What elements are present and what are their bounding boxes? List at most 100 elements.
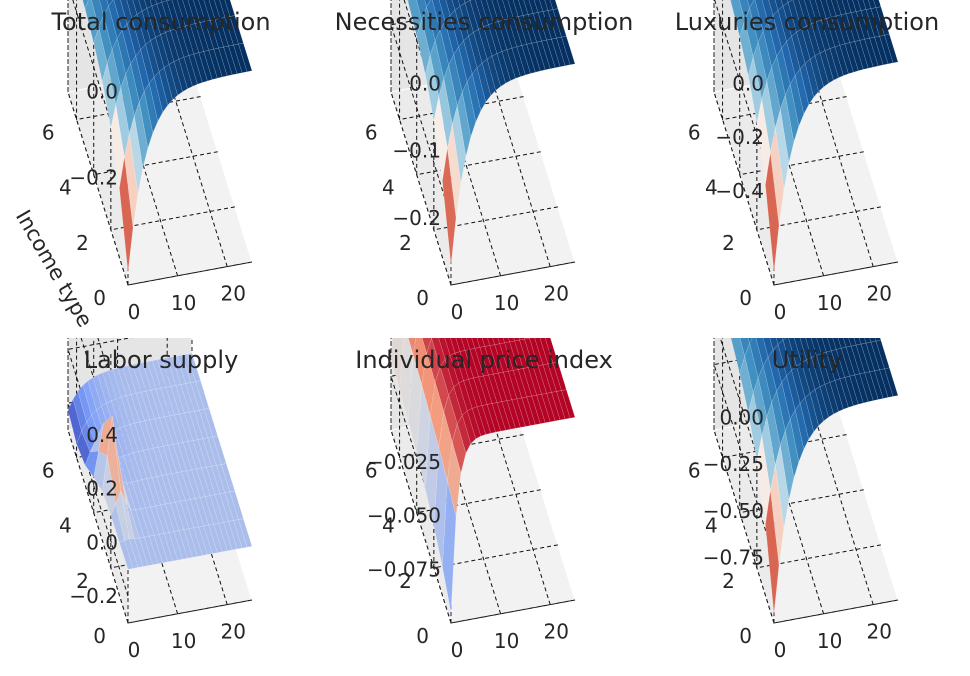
subplot-canvas-4: Labor supply 0 10 20 0 2 4 6 0.4 0.2 0.0 −0.2 [42, 338, 253, 662]
surface-cell [771, 55, 786, 111]
surface-cell [874, 338, 882, 342]
surface-cell [124, 538, 139, 569]
surface-cell [228, 520, 243, 550]
z-tick-label: −0.2 [715, 125, 764, 149]
y-tick-label: 0 [93, 286, 106, 310]
surface-cell [844, 375, 859, 407]
surface-cell [814, 52, 829, 88]
surface-cell [501, 400, 516, 430]
z-tick-label: 0.0 [732, 71, 764, 95]
surface-cell [233, 519, 248, 549]
surface-cell [457, 414, 472, 454]
surface-cell [816, 338, 827, 354]
surface-cell [781, 0, 789, 7]
surface-cell [730, 338, 732, 340]
y-tick-label: 2 [722, 569, 735, 593]
subplot-canvas-5: Individual price index 0 10 20 0 2 4 6−0.025 −0.… [355, 338, 613, 662]
surface-cell [481, 404, 496, 434]
y-tick-label: 0 [93, 624, 106, 648]
y-tick-label: 4 [59, 514, 72, 538]
y-tick-label: 0 [416, 624, 429, 648]
surface-cell [765, 152, 780, 272]
surface-cell [476, 62, 491, 103]
surface-cell [198, 51, 213, 82]
surface-cell [111, 398, 126, 429]
surface-cell [481, 58, 496, 96]
surface-cell [546, 38, 561, 69]
surface-cell [502, 338, 510, 344]
surface-cell [218, 46, 233, 77]
surface-cell [513, 338, 520, 342]
z-tick-label: 0.2 [86, 477, 118, 501]
surface-cell [193, 526, 208, 556]
surface-cell [166, 0, 171, 2]
surface-cell [843, 338, 852, 348]
surface-cell [841, 0, 852, 14]
surface-cell [476, 338, 486, 348]
surface-cell [804, 58, 819, 98]
subplot-title: Labor supply [84, 346, 239, 374]
surface-cell [442, 480, 457, 613]
z-tick-label: −0.050 [367, 504, 441, 528]
surface-cell [448, 386, 463, 425]
surface-cell [193, 52, 208, 83]
surface-cell [224, 0, 236, 17]
y-tick-label: 6 [365, 459, 378, 483]
z-tick-label: −0.4 [715, 179, 764, 203]
surface-cell [223, 521, 238, 551]
surface-cell [799, 62, 814, 106]
z-tick-label: 0.0 [86, 80, 118, 104]
x-tick-label: 20 [220, 282, 245, 306]
surface-cell [198, 525, 213, 555]
surface [67, 353, 253, 570]
surface-cell [533, 0, 544, 13]
surface-cell [780, 430, 795, 500]
surface-cell [747, 338, 753, 344]
surface-cell [766, 401, 781, 466]
surface-cell [730, 0, 733, 4]
y-tick-label: 0 [416, 286, 429, 310]
y-tick-label: 0 [739, 286, 752, 310]
surface-cell [508, 338, 515, 343]
x-tick-label: 10 [494, 291, 519, 315]
surface [82, 0, 253, 273]
surface [730, 338, 899, 614]
y-tick-label: 6 [688, 459, 701, 483]
z-tick-label: −0.025 [367, 450, 441, 474]
surface-cell [869, 370, 884, 400]
surface-cell [869, 338, 877, 343]
axis-edge [713, 91, 775, 286]
surface-cell [821, 18, 836, 49]
surface-cell [189, 498, 204, 528]
surface-cell [804, 392, 819, 433]
x-tick-label: 0 [451, 300, 464, 324]
surface-cell [447, 124, 462, 218]
y-tick-label: 4 [59, 176, 72, 200]
surface-cell [128, 452, 143, 482]
surface-cell [767, 349, 782, 392]
y-tick-label: 2 [76, 569, 89, 593]
surface-cell [479, 346, 494, 376]
surface-cell [454, 5, 469, 42]
x-tick-label: 20 [220, 620, 245, 644]
z-tick-label: −0.1 [392, 139, 441, 163]
surface-cell [416, 18, 431, 75]
z-tick-label: −0.25 [703, 452, 764, 476]
x-tick-label: 20 [866, 282, 891, 306]
surface-cell [544, 338, 559, 364]
surface-cell [208, 0, 221, 20]
surface-cell [845, 345, 860, 376]
surface-cell [122, 365, 137, 395]
surface-cell [480, 0, 494, 26]
surface-cell [124, 133, 139, 228]
z-tick-label: −0.2 [69, 584, 118, 608]
surface-cell [765, 490, 780, 614]
surface-cell [181, 353, 196, 383]
surface-cell [541, 393, 556, 423]
surface-cell [150, 37, 165, 73]
surface-cell [132, 0, 143, 15]
surface-cell [153, 71, 168, 113]
surface-cell [219, 0, 231, 18]
surface-cell [544, 0, 554, 11]
